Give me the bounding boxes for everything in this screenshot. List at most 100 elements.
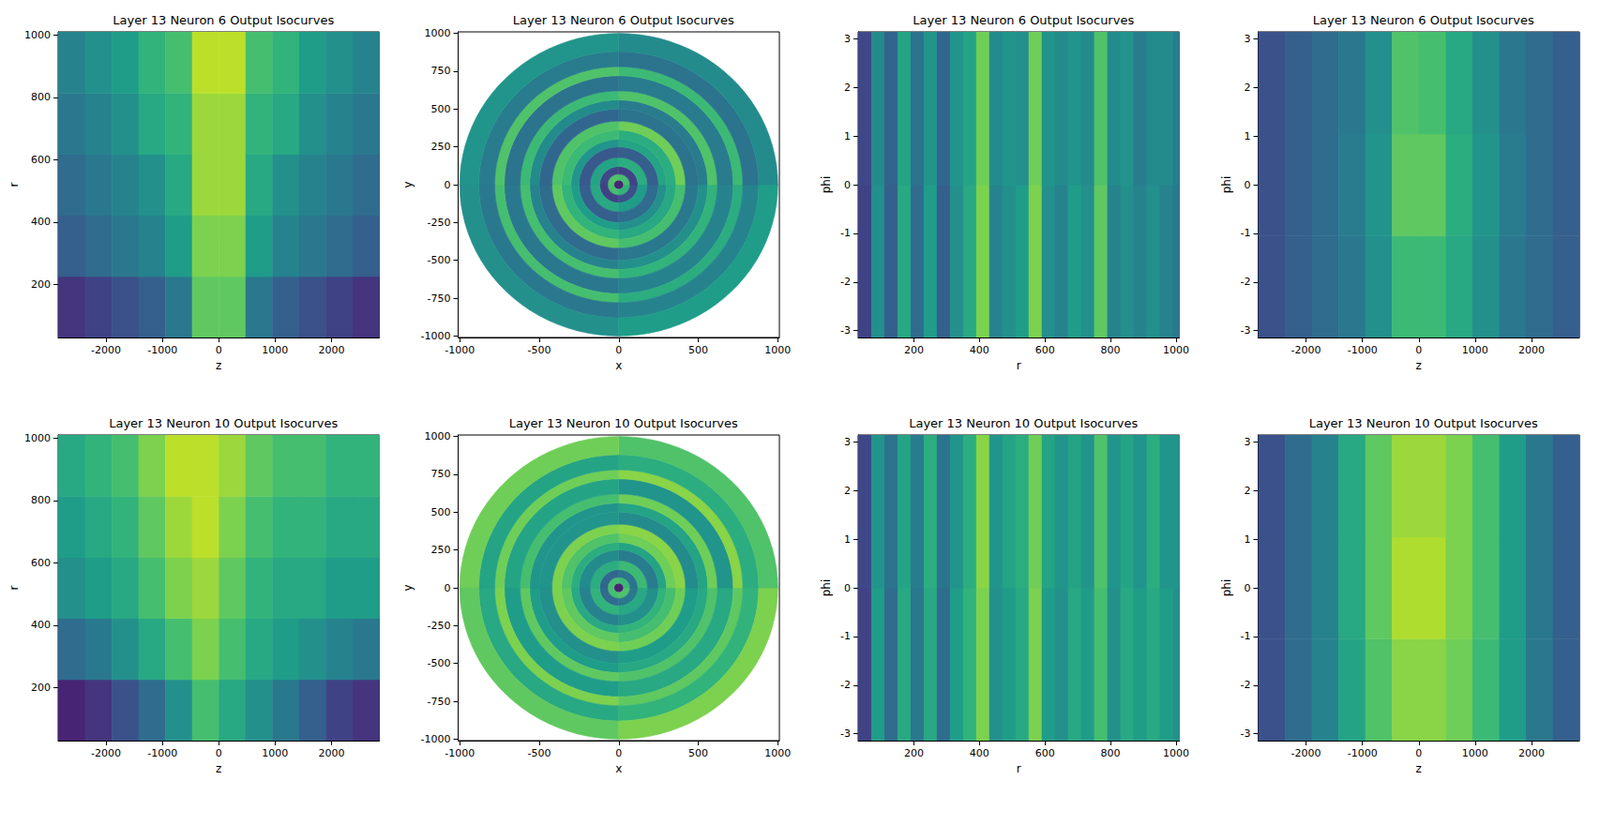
svg-text:-250: -250 (427, 619, 452, 633)
svg-text:0: 0 (1244, 179, 1252, 192)
svg-text:200: 200 (904, 344, 924, 357)
svg-text:2000: 2000 (1518, 344, 1545, 357)
svg-text:3: 3 (844, 32, 851, 46)
svg-text:600: 600 (1035, 747, 1056, 760)
svg-text:2: 2 (1244, 484, 1252, 498)
svg-text:800: 800 (30, 90, 51, 104)
svg-text:-3: -3 (840, 727, 851, 740)
svg-text:800: 800 (1101, 747, 1121, 760)
svg-text:200: 200 (904, 747, 924, 760)
svg-text:-2: -2 (840, 275, 851, 288)
svg-text:-500: -500 (527, 747, 551, 760)
svg-text:r: r (7, 181, 21, 187)
svg-text:2000: 2000 (317, 747, 345, 760)
svg-text:Layer 13 Neuron 6 Output Isocu: Layer 13 Neuron 6 Output Isocurves (1313, 13, 1535, 28)
svg-text:-2: -2 (1240, 275, 1252, 288)
svg-text:0: 0 (844, 179, 851, 192)
svg-text:z: z (1416, 359, 1422, 373)
svg-text:-250: -250 (427, 216, 452, 229)
svg-text:-2000: -2000 (90, 747, 121, 760)
svg-text:z: z (215, 359, 222, 373)
svg-text:1000: 1000 (424, 27, 452, 40)
svg-text:1000: 1000 (261, 747, 288, 760)
svg-text:r: r (7, 585, 21, 590)
svg-text:400: 400 (969, 344, 990, 357)
svg-text:400: 400 (30, 618, 51, 632)
svg-text:1000: 1000 (24, 29, 51, 42)
svg-text:2000: 2000 (1518, 747, 1545, 760)
svg-text:-1: -1 (1240, 630, 1252, 643)
svg-text:phi: phi (819, 579, 833, 598)
svg-text:1: 1 (844, 533, 851, 546)
svg-text:phi: phi (1220, 579, 1234, 598)
svg-text:0: 0 (444, 179, 452, 192)
svg-text:2: 2 (844, 81, 851, 94)
svg-text:-1000: -1000 (421, 330, 452, 343)
svg-text:400: 400 (969, 747, 990, 760)
svg-text:Layer 13 Neuron 6 Output Isocu: Layer 13 Neuron 6 Output Isocurves (112, 13, 334, 28)
svg-text:-2000: -2000 (90, 344, 121, 357)
svg-text:y: y (401, 584, 415, 591)
svg-text:0: 0 (215, 344, 223, 357)
svg-text:-750: -750 (427, 695, 452, 709)
svg-text:500: 500 (431, 103, 452, 116)
svg-text:500: 500 (431, 506, 452, 519)
svg-text:0: 0 (444, 582, 452, 595)
svg-text:0: 0 (615, 747, 622, 760)
svg-text:3: 3 (844, 436, 851, 449)
svg-text:-1000: -1000 (1347, 747, 1378, 760)
svg-text:0: 0 (1415, 344, 1422, 357)
svg-text:1000: 1000 (1462, 344, 1489, 357)
svg-text:2: 2 (844, 484, 851, 498)
svg-text:3: 3 (1244, 436, 1252, 449)
svg-text:0: 0 (1244, 582, 1252, 595)
svg-text:r: r (1016, 762, 1022, 776)
svg-text:1: 1 (1244, 533, 1252, 546)
svg-text:Layer 13 Neuron 10 Output Isoc: Layer 13 Neuron 10 Output Isocurves (509, 416, 739, 431)
svg-text:-1000: -1000 (147, 344, 178, 357)
svg-text:250: 250 (431, 543, 452, 557)
svg-text:400: 400 (30, 215, 51, 228)
svg-text:Layer 13 Neuron 6 Output Isocu: Layer 13 Neuron 6 Output Isocurves (513, 13, 735, 28)
svg-text:-1000: -1000 (421, 733, 452, 746)
svg-text:800: 800 (30, 494, 51, 507)
svg-text:0: 0 (215, 747, 223, 760)
svg-text:-1: -1 (1240, 226, 1252, 240)
svg-text:0: 0 (1415, 747, 1422, 760)
svg-text:-3: -3 (1240, 727, 1252, 740)
svg-text:750: 750 (431, 467, 452, 481)
svg-text:y: y (401, 181, 415, 188)
svg-text:-500: -500 (427, 657, 452, 670)
svg-text:phi: phi (1220, 176, 1234, 195)
svg-text:-2000: -2000 (1291, 747, 1322, 760)
svg-text:2000: 2000 (317, 344, 345, 357)
svg-text:1: 1 (844, 130, 851, 143)
svg-text:500: 500 (688, 747, 709, 760)
svg-text:Layer 13 Neuron 10 Output Isoc: Layer 13 Neuron 10 Output Isocurves (908, 416, 1138, 431)
svg-text:z: z (215, 762, 222, 776)
svg-text:-3: -3 (1240, 324, 1252, 337)
svg-text:1000: 1000 (764, 344, 791, 357)
svg-text:Layer 13 Neuron 10 Output Isoc: Layer 13 Neuron 10 Output Isocurves (108, 416, 338, 431)
svg-text:x: x (615, 359, 622, 373)
svg-text:1000: 1000 (261, 344, 288, 357)
svg-text:-1: -1 (840, 226, 851, 240)
svg-text:2: 2 (1244, 81, 1252, 94)
svg-text:600: 600 (30, 557, 51, 570)
svg-text:1000: 1000 (764, 747, 791, 760)
svg-text:0: 0 (615, 344, 622, 357)
svg-text:-1000: -1000 (444, 344, 475, 357)
svg-text:-2: -2 (840, 679, 851, 692)
svg-text:z: z (1416, 762, 1422, 776)
svg-text:600: 600 (30, 153, 51, 167)
svg-text:600: 600 (1035, 344, 1056, 357)
svg-text:Layer 13 Neuron 6 Output Isocu: Layer 13 Neuron 6 Output Isocurves (912, 13, 1134, 28)
svg-text:3: 3 (1244, 32, 1252, 46)
svg-text:-1: -1 (840, 630, 851, 643)
svg-text:-500: -500 (527, 344, 551, 357)
svg-text:-750: -750 (427, 292, 452, 305)
svg-text:200: 200 (30, 278, 51, 291)
svg-text:-3: -3 (840, 324, 851, 337)
svg-text:500: 500 (688, 344, 709, 357)
svg-text:1: 1 (1244, 130, 1252, 143)
